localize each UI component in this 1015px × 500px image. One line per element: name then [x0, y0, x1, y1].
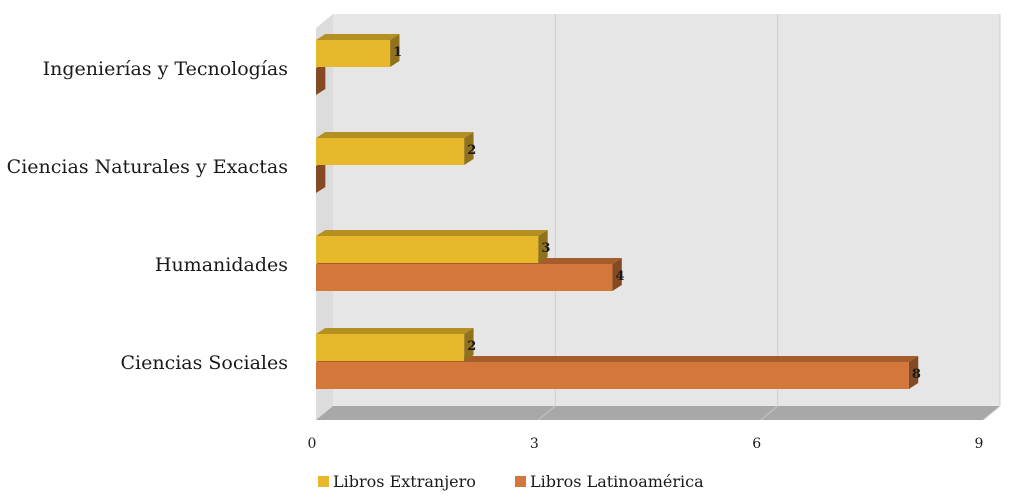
gridlines: [554, 14, 1001, 406]
bar-side-face: [316, 160, 326, 193]
bar-side-face: [464, 132, 474, 165]
side-wall-panel: [316, 14, 333, 420]
bar-top-face: [316, 230, 548, 236]
x-tick-label: 0: [308, 436, 317, 452]
category-label: Ingenierías y Tecnologías: [43, 58, 288, 80]
legend-swatch: [318, 476, 329, 487]
bar-side-face: [316, 62, 326, 95]
legend-label: Libros Extranjero: [333, 472, 476, 491]
bar: [316, 264, 613, 291]
bar-side-face: [390, 34, 400, 67]
data-label: 2: [467, 339, 476, 354]
bar-side-face: [464, 328, 474, 361]
bar: [316, 362, 909, 389]
legend-label: Libros Latinoamérica: [530, 472, 704, 491]
data-label: 2: [467, 143, 476, 158]
floor-gridline: [982, 405, 1001, 421]
bar: [316, 334, 465, 361]
axis-tick-labels: 0 3 6 9: [308, 436, 984, 452]
category-label: Ciencias Sociales: [120, 352, 288, 374]
x-tick-label: 6: [752, 436, 761, 452]
data-label: 1: [393, 45, 402, 60]
legend: Libros Extranjero Libros Latinoamérica: [318, 472, 704, 491]
legend-swatch: [515, 476, 526, 487]
bar-side-face: [612, 258, 622, 291]
category-label: Ciencias Naturales y Exactas: [7, 156, 288, 178]
bar-side-face: [908, 356, 919, 389]
bars: 8 2 4 3 2 1: [316, 34, 921, 389]
bar: [316, 40, 391, 67]
category-label: Humanidades: [155, 254, 288, 276]
x-tick-label: 3: [530, 436, 539, 452]
bar-top-face: [316, 34, 400, 40]
bar-side-face: [538, 230, 548, 263]
bar: [316, 138, 465, 165]
category-labels: Ciencias Sociales Humanidades Ciencias Nat…: [7, 58, 288, 374]
data-label: 8: [912, 367, 921, 382]
bar: [316, 236, 539, 263]
bar-top-face: [316, 132, 474, 138]
floor-panel: [316, 406, 1000, 420]
floor-gridline: [538, 405, 556, 421]
bar-top-face: [316, 328, 474, 334]
data-label: 4: [615, 269, 624, 284]
floor-gridline: [760, 405, 778, 421]
chart-floor: [316, 405, 1001, 421]
data-label: 3: [541, 241, 550, 256]
x-tick-label: 9: [975, 436, 984, 452]
